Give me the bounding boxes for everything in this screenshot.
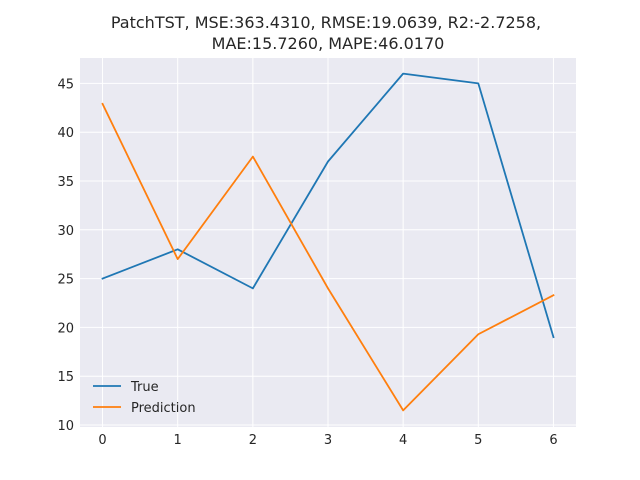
legend: True Prediction	[93, 380, 196, 416]
x-tick-label: 0	[98, 433, 106, 448]
legend-label-prediction: Prediction	[131, 401, 196, 416]
y-tick-label: 20	[57, 321, 74, 336]
y-tick-label: 15	[57, 370, 74, 385]
series-line-true	[101, 72, 555, 339]
x-tick-label: 3	[324, 433, 332, 448]
y-tick-label: 45	[57, 77, 74, 92]
y-tick-label: 40	[57, 126, 74, 141]
legend-label-true: True	[130, 380, 159, 395]
x-tick-label: 5	[474, 433, 482, 448]
x-tick-label: 1	[174, 433, 182, 448]
y-tick-label: 30	[57, 224, 74, 239]
x-tick-label: 2	[249, 433, 257, 448]
chart-title-line-1: PatchTST, MSE:363.4310, RMSE:19.0639, R2…	[111, 13, 541, 32]
series-line-prediction	[101, 102, 555, 412]
x-tick-label: 4	[399, 433, 407, 448]
y-tick-label: 25	[57, 273, 74, 288]
x-tick-label: 6	[549, 433, 557, 448]
chart-title-line-2: MAE:15.7260, MAPE:46.0170	[212, 34, 445, 53]
y-tick-label: 35	[57, 175, 74, 190]
y-tick-label: 10	[57, 419, 74, 434]
series-lines	[101, 72, 555, 412]
